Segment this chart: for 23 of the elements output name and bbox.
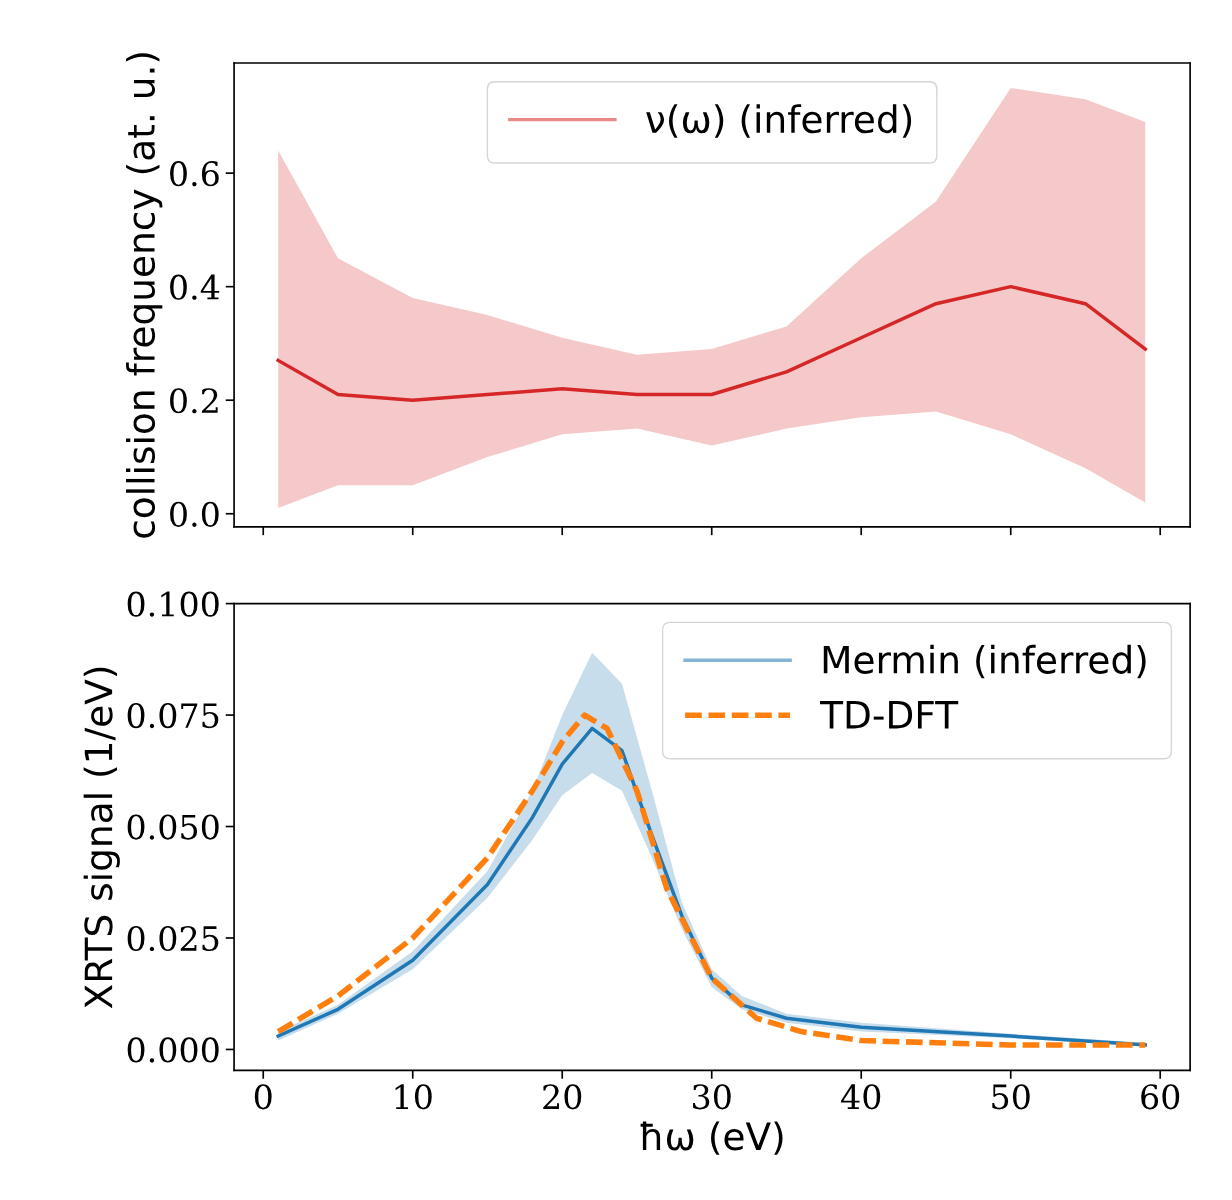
line-series [276,284,1147,402]
y-tick-label: 0.0 [170,501,219,527]
x-tick-label: 0 [254,1084,272,1110]
x-axis-title: ħω (eV) [640,1121,783,1155]
y-tick-label: 0.050 [127,814,219,840]
y-tick-label: 0.2 [170,388,218,414]
x-tick-label: 60 [1141,1084,1180,1110]
y-tick-label: 0.4 [170,274,220,300]
legend-label: Mermin (inferred) [823,644,1146,679]
y-tick-label: 0.000 [127,1037,219,1063]
x-tick-label: 50 [992,1084,1030,1110]
x-tick-label: 30 [693,1084,731,1110]
y-axis-title: collision frequency (at. u.) [126,53,163,538]
y-tick-label: 0.025 [127,925,219,952]
y-tick-label: 0.075 [127,702,219,729]
y-tick-label: 0.6 [170,161,219,187]
legend-label: ν(ω) (inferred) [646,104,912,138]
legend-label: TD-DFT [820,701,959,729]
x-tick-label: 10 [395,1084,432,1110]
y-tick-label: 0.100 [127,591,219,617]
x-tick-label: 20 [543,1084,582,1110]
x-tick-label: 40 [841,1084,881,1110]
y-axis-title: XRTS signal (1/eV) [83,667,120,1009]
